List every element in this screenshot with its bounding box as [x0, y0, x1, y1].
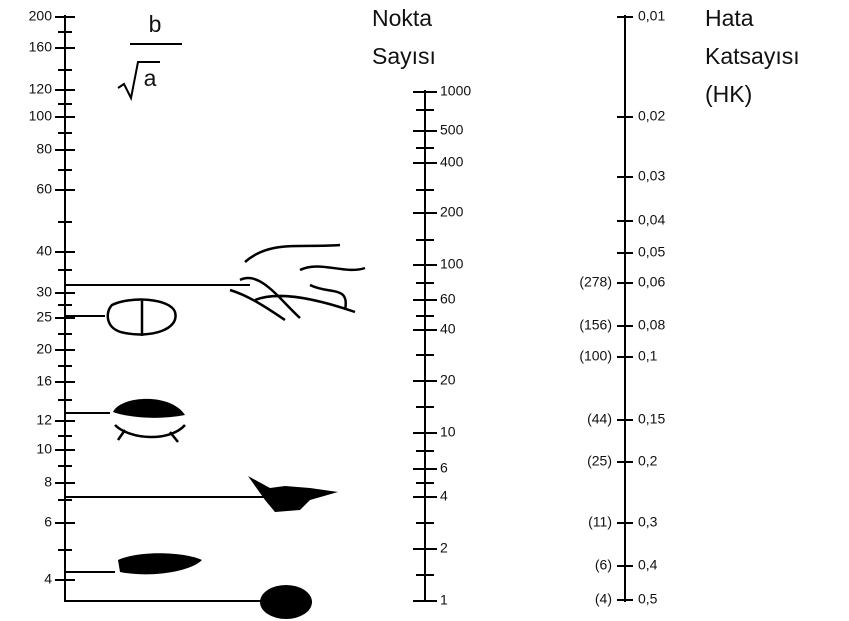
left-label: 120 — [29, 81, 53, 97]
right-label: 0,01 — [638, 8, 665, 24]
middle-label: 500 — [440, 122, 464, 138]
middle-label: 1 — [440, 592, 448, 608]
middle-label: 20 — [440, 372, 456, 388]
right-label: 0,3 — [638, 514, 658, 530]
left-label: 8 — [44, 474, 52, 490]
left-label: 16 — [36, 373, 52, 389]
left-label: 40 — [36, 243, 52, 259]
middle-label: 40 — [440, 321, 456, 337]
right-title: Hata — [705, 5, 754, 31]
right-label: 0,03 — [638, 168, 665, 184]
middle-label: 60 — [440, 291, 456, 307]
right-label: 0,5 — [638, 591, 658, 607]
left-label: 60 — [36, 181, 52, 197]
right-title: (HK) — [705, 81, 752, 107]
left-label: 160 — [29, 39, 53, 55]
right-label: 0,1 — [638, 348, 658, 364]
count-label: (4) — [595, 591, 612, 607]
left-label: 100 — [29, 108, 53, 124]
right-title: Katsayısı — [705, 43, 800, 69]
right-label: 0,05 — [638, 244, 665, 260]
right-label: 0,15 — [638, 411, 665, 427]
formula-numerator: b — [149, 11, 162, 37]
count-label: (6) — [595, 557, 612, 573]
count-label: (100) — [579, 348, 612, 364]
count-label: (44) — [587, 411, 612, 427]
specimen-shapes — [108, 245, 365, 619]
middle-title: Nokta — [372, 5, 432, 31]
page: b a Nokta Sayısı Hata Katsayısı (HK) 200… — [0, 0, 849, 621]
left-label: 25 — [36, 309, 52, 325]
right-label: 0,4 — [638, 557, 658, 573]
right-label: 0,06 — [638, 274, 665, 290]
nomogram: b a Nokta Sayısı Hata Katsayısı (HK) 200… — [0, 0, 849, 621]
count-label: (156) — [579, 317, 612, 333]
left-label: 200 — [29, 8, 53, 24]
right-label: 0,02 — [638, 108, 665, 124]
middle-label: 400 — [440, 154, 464, 170]
middle-label: 1000 — [440, 83, 471, 99]
right-label: 0,04 — [638, 212, 665, 228]
middle-label: 10 — [440, 424, 456, 440]
middle-label: 100 — [440, 256, 464, 272]
middle-label: 6 — [440, 460, 448, 476]
left-label: 10 — [36, 441, 52, 457]
count-label: (11) — [588, 514, 612, 530]
formula-denominator: a — [144, 65, 157, 91]
left-label: 20 — [36, 341, 52, 357]
middle-title: Sayısı — [372, 43, 436, 69]
count-label: (278) — [579, 274, 612, 290]
middle-label: 4 — [440, 488, 448, 504]
middle-label: 200 — [440, 204, 464, 220]
left-label: 4 — [44, 571, 52, 587]
left-label: 80 — [36, 141, 52, 157]
middle-label: 2 — [440, 540, 448, 556]
left-label: 6 — [44, 514, 52, 530]
count-label: (25) — [587, 453, 612, 469]
right-label: 0,2 — [638, 453, 658, 469]
right-label: 0,08 — [638, 317, 665, 333]
left-label: 12 — [36, 412, 52, 428]
left-label: 30 — [36, 284, 52, 300]
